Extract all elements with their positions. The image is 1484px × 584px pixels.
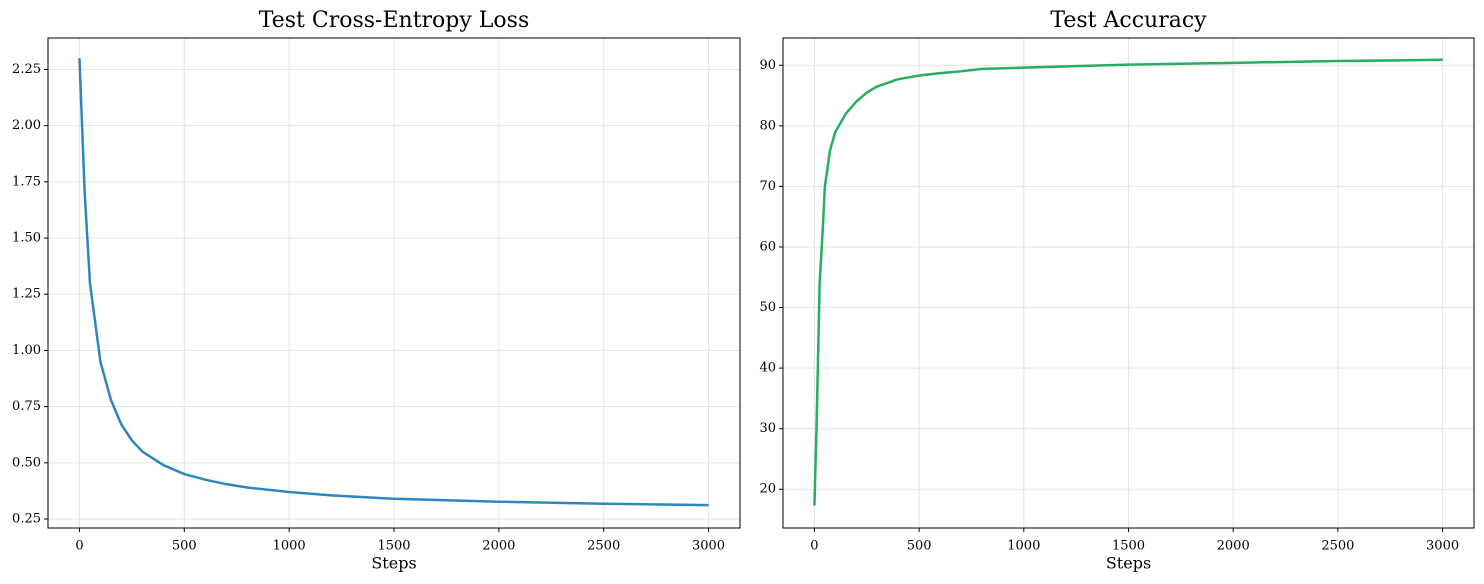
x-tick-label: 0 bbox=[810, 539, 818, 554]
y-tick-label: 30 bbox=[759, 421, 776, 436]
x-tick-label: 2000 bbox=[1217, 539, 1250, 554]
x-tick-label: 0 bbox=[75, 539, 83, 554]
x-tick-label: 2000 bbox=[482, 539, 515, 554]
y-tick-label: 1.00 bbox=[12, 343, 41, 358]
axes-frame bbox=[782, 37, 1475, 529]
y-tick-label: 80 bbox=[759, 118, 776, 133]
y-tick-label: 0.25 bbox=[12, 512, 41, 527]
x-axis-label: Steps bbox=[1106, 554, 1151, 573]
y-tick-label: 70 bbox=[759, 179, 776, 194]
y-tick-label: 0.50 bbox=[12, 455, 41, 470]
x-tick-label: 1000 bbox=[1007, 539, 1040, 554]
y-tick-label: 2.25 bbox=[12, 62, 41, 77]
y-tick-label: 1.75 bbox=[12, 174, 41, 189]
x-tick-label: 500 bbox=[172, 539, 197, 554]
x-axis-label: Steps bbox=[371, 554, 416, 573]
chart-title: Test Cross-Entropy Loss bbox=[259, 8, 530, 33]
y-tick-label: 40 bbox=[759, 361, 776, 376]
x-tick-label: 3000 bbox=[692, 539, 725, 554]
x-tick-label: 1000 bbox=[273, 539, 306, 554]
line-series bbox=[78, 58, 709, 507]
y-tick-label: 20 bbox=[759, 482, 776, 497]
axes-frame bbox=[47, 37, 741, 529]
y-tick-label: 1.50 bbox=[12, 231, 41, 246]
line-series bbox=[813, 58, 1443, 506]
x-tick-label: 2500 bbox=[587, 539, 620, 554]
x-tick-label: 1500 bbox=[377, 539, 410, 554]
y-tick-label: 50 bbox=[759, 300, 776, 315]
y-tick-label: 1.25 bbox=[12, 287, 41, 302]
chart-title: Test Accuracy bbox=[1050, 8, 1207, 33]
y-tick-label: 90 bbox=[759, 58, 776, 73]
y-tick-label: 0.75 bbox=[12, 399, 41, 414]
x-tick-label: 500 bbox=[907, 539, 932, 554]
x-tick-label: 3000 bbox=[1426, 539, 1459, 554]
x-tick-label: 1500 bbox=[1112, 539, 1145, 554]
y-tick-label: 60 bbox=[759, 239, 776, 254]
y-tick-label: 2.00 bbox=[12, 118, 41, 133]
x-tick-label: 2500 bbox=[1321, 539, 1354, 554]
